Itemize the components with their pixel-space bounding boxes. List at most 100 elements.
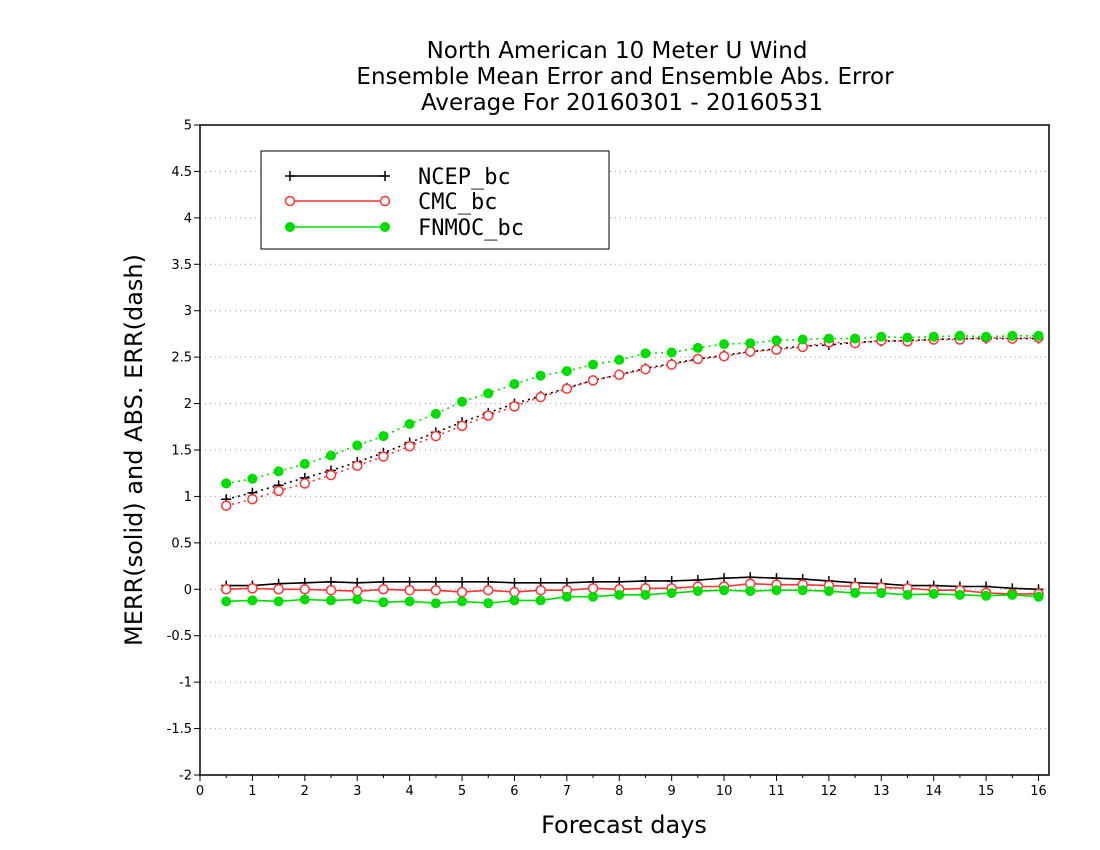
y-tick-label: 0.5	[171, 536, 192, 551]
abs-err-point	[535, 370, 546, 381]
x-tick-label: 16	[1030, 784, 1047, 799]
abs-err-point	[299, 458, 310, 469]
legend-label: FNMOC_bc	[418, 216, 524, 241]
y-tick-label: -0.5	[167, 629, 192, 644]
abs-err-point	[247, 473, 258, 484]
abs-err-point	[719, 339, 730, 350]
merr-point	[666, 588, 677, 598]
abs-err-point	[404, 419, 415, 429]
merr-point	[457, 576, 468, 587]
merr-point	[954, 589, 965, 600]
abs-err-point	[876, 331, 887, 342]
merr-point	[719, 585, 730, 596]
abs-err-point	[850, 333, 861, 344]
abs-err-point	[456, 420, 468, 432]
abs-err-point	[273, 466, 284, 477]
abs-err-point	[640, 363, 651, 375]
abs-err-point	[561, 383, 573, 394]
x-tick-label: 4	[405, 784, 413, 799]
series-fnmoc-bc	[221, 330, 1044, 609]
abs-err-point	[902, 332, 913, 343]
merr-point	[587, 583, 599, 594]
y-tick-label: 3	[184, 304, 192, 319]
abs-err-point	[482, 410, 494, 421]
merr-point	[981, 590, 992, 601]
abs-err-point	[273, 485, 284, 497]
merr-point	[378, 597, 389, 608]
chart-title: North American 10 Meter U Wind Ensemble …	[356, 38, 894, 116]
merr-point	[273, 596, 284, 607]
y-tick-label: 0	[184, 583, 192, 598]
abs-err-point	[745, 346, 756, 357]
merr-point	[535, 595, 546, 606]
y-tick-label: 2.5	[171, 351, 192, 366]
abs-err-point	[666, 347, 677, 358]
merr-point	[483, 598, 494, 609]
legend-item: NCEP_bc	[285, 165, 511, 190]
y-tick-label: -1.5	[167, 722, 192, 737]
abs-err-point	[1033, 330, 1044, 341]
abs-err-point	[378, 431, 389, 442]
grid-lines	[200, 170, 1049, 730]
merr-point	[614, 589, 625, 600]
y-tick-label: -1	[179, 676, 192, 691]
abs-err-point	[535, 391, 546, 403]
x-tick-label: 9	[668, 784, 676, 799]
series-layer	[220, 330, 1044, 609]
legend-marker	[285, 222, 295, 232]
legend-marker	[379, 195, 391, 207]
abs-err-point	[404, 441, 415, 452]
abs-err-point	[326, 450, 337, 461]
x-tick-label: 7	[563, 784, 571, 799]
merr-point	[850, 588, 861, 598]
merr-line-ncep-bc	[226, 576, 1039, 591]
merr-point	[509, 595, 520, 606]
x-tick-label: 0	[196, 784, 204, 799]
x-axis-label: Forecast days	[541, 811, 707, 839]
merr-point	[221, 596, 232, 607]
x-tick-label: 2	[301, 784, 309, 799]
abs-err-point	[483, 388, 494, 399]
abs-err-point	[220, 500, 232, 511]
merr-point	[561, 591, 572, 602]
merr-point	[745, 586, 756, 597]
legend-item: CMC_bc	[284, 190, 497, 215]
merr-point	[430, 598, 441, 609]
title-line-1: North American 10 Meter U Wind	[427, 38, 808, 64]
y-tick-label: 1	[184, 490, 192, 505]
merr-point	[797, 585, 808, 596]
abs-err-point	[823, 333, 834, 344]
merr-point	[535, 584, 546, 596]
abs-err-point	[614, 354, 625, 365]
merr-point	[247, 595, 258, 606]
abs-err-point	[378, 451, 389, 462]
y-tick-label: 4.5	[171, 165, 192, 180]
merr-point	[273, 584, 284, 595]
abs-err-point	[666, 359, 677, 370]
y-tick-label: 1.5	[171, 444, 192, 459]
abs-err-point	[692, 342, 703, 353]
abs-err-point	[771, 344, 782, 355]
x-tick-label: 1	[248, 784, 256, 799]
merr-point	[404, 584, 415, 596]
merr-point	[299, 584, 311, 595]
abs-err-point	[509, 379, 520, 390]
x-tick-label: 15	[978, 784, 995, 799]
x-tick-label: 8	[615, 784, 623, 799]
merr-point	[378, 584, 389, 595]
abs-err-point	[509, 401, 520, 412]
abs-err-point	[614, 369, 625, 381]
y-axis-label: MERR(solid) and ABS. ERR(dash)	[120, 254, 148, 646]
merr-point	[902, 589, 913, 600]
abs-err-point	[221, 478, 232, 489]
abs-err-point	[640, 348, 651, 359]
abs-err-point	[718, 350, 730, 362]
merr-point	[220, 584, 232, 595]
merr-point	[509, 586, 520, 598]
series-cmc-bc	[220, 332, 1044, 600]
x-tick-label: 3	[353, 784, 361, 799]
abs-err-point	[981, 331, 992, 342]
merr-point	[771, 585, 782, 596]
